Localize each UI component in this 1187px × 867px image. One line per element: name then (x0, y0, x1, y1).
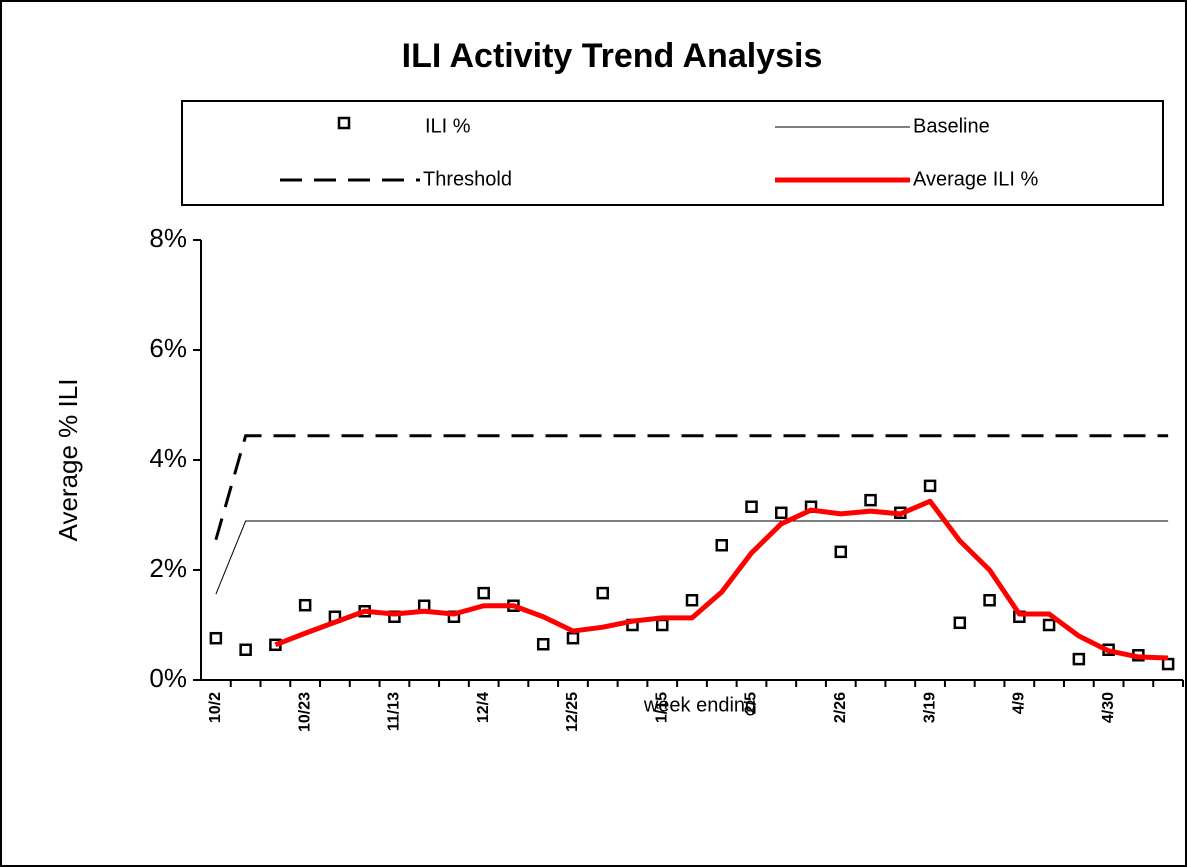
x-tick-label: 4/30 (1100, 692, 1117, 723)
data-point (536, 638, 550, 651)
data-point (1161, 657, 1175, 671)
data-point (834, 545, 848, 559)
data-point (298, 598, 312, 612)
data-point (983, 594, 996, 607)
y-tick-label: 8% (149, 223, 187, 253)
data-point (685, 594, 699, 607)
x-tick-label: 10/2 (207, 692, 224, 723)
y-tick-label: 6% (149, 333, 187, 363)
data-point (923, 479, 937, 493)
x-tick-label: 3/19 (921, 692, 938, 723)
data-point (775, 506, 788, 520)
legend-label: ILI % (425, 115, 471, 137)
series-line (214, 434, 1169, 541)
x-tick-label: 10/23 (296, 692, 313, 732)
data-point (953, 616, 967, 630)
series-line (215, 520, 1169, 595)
chart-title: ILI Activity Trend Analysis (402, 37, 823, 75)
y-tick-label: 2% (149, 553, 187, 583)
data-point (477, 586, 490, 600)
x-tick-label: 1/15 (653, 692, 670, 723)
x-tick-label: 2/26 (832, 692, 849, 723)
x-tick-label: 2/5 (743, 692, 760, 714)
data-point (596, 586, 609, 600)
data-point (239, 643, 252, 656)
x-tick-label: 4/9 (1011, 692, 1028, 714)
x-tick-label: 12/25 (564, 692, 581, 732)
x-axis-label: week ending (643, 694, 756, 716)
x-tick-label: 12/4 (475, 692, 492, 723)
data-point (745, 500, 758, 513)
data-point (1072, 652, 1086, 666)
data-point (715, 539, 729, 552)
x-tick-label: 11/13 (386, 692, 403, 731)
legend-label: Average ILI % (913, 168, 1038, 190)
y-tick-label: 4% (149, 443, 187, 473)
data-point (1042, 618, 1056, 632)
series-line (274, 498, 1169, 661)
legend-label: Baseline (913, 115, 990, 137)
data-point (566, 631, 580, 645)
data-point (655, 618, 669, 632)
legend-marker (337, 116, 351, 130)
y-tick-label: 0% (149, 663, 187, 693)
data-point (864, 493, 877, 507)
y-axis-label: Average % ILI (53, 379, 83, 542)
data-point (209, 631, 223, 645)
legend-label: Threshold (423, 168, 512, 190)
